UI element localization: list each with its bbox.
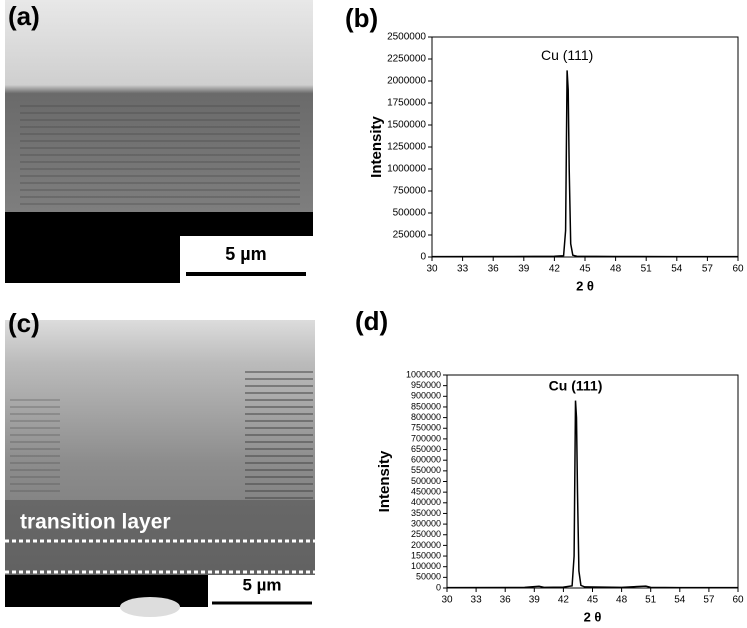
plot-frame <box>446 374 739 589</box>
scale-bar-label: 5 µm <box>225 244 266 264</box>
y-tick-label: 1250000 <box>387 142 426 153</box>
x-tick-label: 39 <box>529 595 541 606</box>
y-tick-label: 1000000 <box>406 369 441 379</box>
y-tick-label: 500000 <box>393 208 427 219</box>
y-tick-label: 100000 <box>411 561 441 571</box>
y-tick-label: 1750000 <box>387 98 426 109</box>
y-tick-label: 900000 <box>411 391 441 401</box>
y-tick-label: 2250000 <box>387 54 426 65</box>
y-tick-label: 300000 <box>411 518 441 528</box>
y-tick-label: 1000000 <box>387 164 426 175</box>
xrd-line <box>446 400 738 589</box>
y-tick-label: 750000 <box>393 186 427 197</box>
y-tick-label: 1500000 <box>387 120 426 131</box>
y-tick-label: 550000 <box>411 465 441 475</box>
x-tick-label: 54 <box>671 264 683 275</box>
x-tick-label: 57 <box>702 264 714 275</box>
x-tick-label: 42 <box>558 595 570 606</box>
y-axis-label: Intensity <box>376 450 393 512</box>
x-tick-label: 60 <box>732 595 744 606</box>
y-tick-label: 2500000 <box>387 32 426 43</box>
x-tick-label: 45 <box>587 595 599 606</box>
peak-annotation: Cu (111) <box>541 47 593 63</box>
x-tick-label: 33 <box>471 595 483 606</box>
x-tick-label: 30 <box>441 595 453 606</box>
y-tick-label: 450000 <box>411 487 441 497</box>
y-tick-label: 2000000 <box>387 76 426 87</box>
y-tick-label: 400000 <box>411 497 441 507</box>
x-tick-label: 36 <box>500 595 512 606</box>
x-axis-label: 2 θ <box>576 278 594 293</box>
y-tick-label: 250000 <box>393 230 427 241</box>
scale-bar-label: 5 µm <box>242 575 281 594</box>
image-annotation: transition layer <box>20 511 171 534</box>
xrd-line <box>431 70 738 258</box>
y-tick-label: 150000 <box>411 550 441 560</box>
x-tick-label: 60 <box>732 264 744 275</box>
panel-label: (d) <box>355 306 388 336</box>
y-tick-label: 250000 <box>411 529 441 539</box>
y-tick-label: 200000 <box>411 540 441 550</box>
x-tick-label: 42 <box>549 264 561 275</box>
y-tick-label: 800000 <box>411 412 441 422</box>
peak-annotation: Cu (111) <box>549 377 603 393</box>
y-tick-label: 950000 <box>411 380 441 390</box>
x-tick-label: 36 <box>488 264 500 275</box>
x-tick-label: 45 <box>579 264 591 275</box>
x-tick-label: 48 <box>610 264 622 275</box>
panel-label: (a) <box>8 1 40 31</box>
x-tick-label: 51 <box>641 264 653 275</box>
x-tick-label: 57 <box>703 595 715 606</box>
x-tick-label: 39 <box>518 264 530 275</box>
y-axis-label: Intensity <box>368 116 385 178</box>
y-tick-label: 0 <box>420 252 426 263</box>
y-tick-label: 600000 <box>411 455 441 465</box>
y-tick-label: 50000 <box>416 572 441 582</box>
x-tick-label: 30 <box>426 264 438 275</box>
x-tick-label: 48 <box>616 595 628 606</box>
panel-label: (b) <box>345 3 378 33</box>
y-tick-label: 650000 <box>411 444 441 454</box>
plot-frame <box>431 36 739 258</box>
panel-label: (c) <box>8 308 40 338</box>
x-tick-label: 51 <box>645 595 657 606</box>
y-tick-label: 350000 <box>411 508 441 518</box>
sem-image-c <box>5 320 315 617</box>
y-tick-label: 700000 <box>411 433 441 443</box>
x-axis-label: 2 θ <box>584 609 602 624</box>
y-tick-label: 0 <box>436 582 441 592</box>
y-tick-label: 750000 <box>411 423 441 433</box>
x-tick-label: 33 <box>457 264 469 275</box>
y-tick-label: 850000 <box>411 401 441 411</box>
x-tick-label: 54 <box>674 595 686 606</box>
sem-image-a <box>5 0 313 283</box>
y-tick-label: 500000 <box>411 476 441 486</box>
